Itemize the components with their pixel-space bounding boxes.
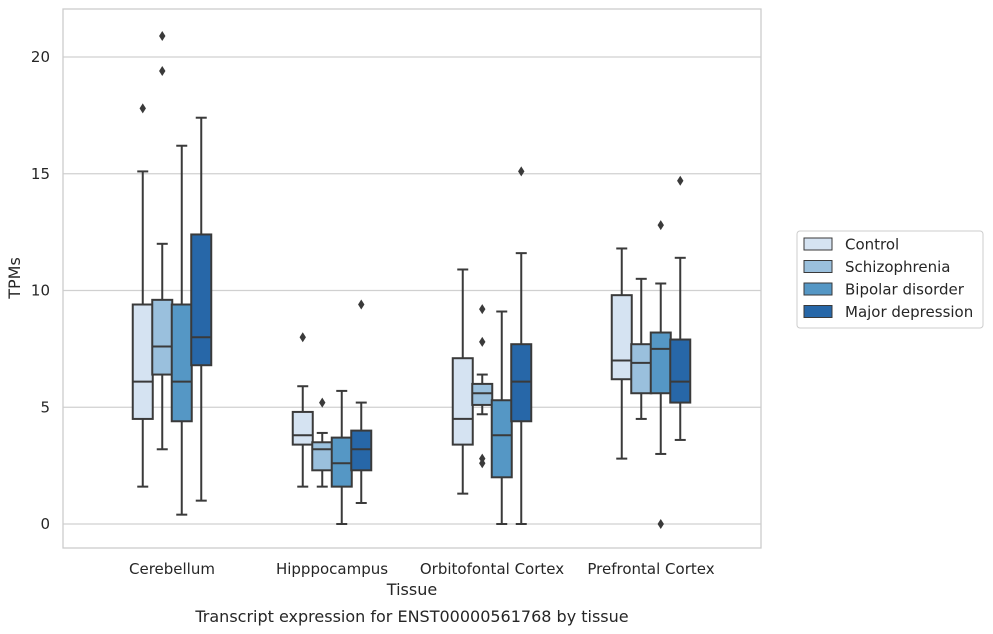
- outlier-point: [299, 332, 306, 343]
- box-control: [451, 268, 474, 495]
- legend-label: Control: [845, 236, 899, 254]
- outlier-point: [479, 458, 486, 469]
- x-tick-label: Cerebellum: [129, 560, 215, 578]
- boxes: [131, 30, 692, 529]
- legend-label: Bipolar disorder: [845, 281, 965, 299]
- outlier-point: [657, 519, 664, 529]
- legend-label: Schizophrenia: [845, 258, 950, 276]
- iqr-box: [471, 382, 494, 406]
- y-tick-label: 10: [31, 282, 50, 300]
- box-schizophrenia: [151, 30, 174, 451]
- outlier-point: [159, 30, 166, 41]
- y-tick-label: 0: [40, 515, 50, 533]
- y-axis-ticks: 0 5 10 15 20: [31, 48, 50, 533]
- outlier-point: [159, 66, 166, 77]
- iqr-box: [170, 303, 193, 423]
- iqr-box: [330, 436, 353, 488]
- iqr-box: [649, 331, 672, 395]
- legend-frame: [796, 230, 984, 329]
- legend: Control Schizophrenia Bipolar disorder Majo…: [796, 230, 984, 329]
- chart-caption: Transcript expression for ENST0000056176…: [194, 607, 628, 626]
- iqr-box: [190, 233, 213, 367]
- outlier-point: [319, 397, 326, 408]
- outlier-point: [657, 220, 664, 231]
- iqr-box: [311, 441, 334, 472]
- outlier-point: [358, 299, 365, 310]
- iqr-box: [291, 410, 314, 446]
- outlier-point: [479, 304, 486, 315]
- box-bipolar-disorder: [330, 389, 353, 525]
- x-axis-title: Tissue: [386, 580, 437, 599]
- y-tick-label: 5: [40, 398, 50, 416]
- plot-frame: [62, 8, 762, 549]
- box-major-depression: [350, 299, 373, 504]
- outlier-point: [518, 166, 525, 177]
- box-control: [610, 247, 633, 460]
- x-tick-label: Hipppocampus: [276, 560, 388, 578]
- box-major-depression: [669, 175, 692, 441]
- y-tick-label: 20: [31, 48, 50, 66]
- x-tick-label: Prefrontal Cortex: [587, 560, 714, 578]
- box-schizophrenia: [471, 304, 494, 469]
- outlier-point: [139, 103, 146, 114]
- outlier-point: [479, 336, 486, 347]
- legend-swatch: [803, 282, 833, 296]
- iqr-box: [451, 357, 474, 446]
- iqr-box: [510, 343, 533, 423]
- x-axis-ticks: Cerebellum Hipppocampus Orbitofontal Corte…: [129, 560, 715, 578]
- box-bipolar-disorder: [170, 144, 193, 516]
- box-bipolar-disorder: [490, 310, 513, 525]
- y-tick-label: 15: [31, 165, 50, 183]
- legend-label: Major depression: [845, 303, 973, 321]
- iqr-box: [490, 399, 513, 479]
- y-axis-title: TPMs: [5, 257, 24, 300]
- legend-swatch: [803, 260, 833, 273]
- box-bipolar-disorder: [649, 220, 672, 529]
- iqr-box: [131, 303, 154, 420]
- outlier-point: [677, 175, 684, 186]
- iqr-box: [669, 338, 692, 404]
- box-schizophrenia: [630, 277, 653, 420]
- legend-swatch: [803, 237, 833, 251]
- box-major-depression: [510, 166, 533, 525]
- box-schizophrenia: [311, 397, 334, 488]
- iqr-box: [610, 294, 633, 381]
- box-control: [291, 332, 314, 488]
- box-control: [131, 103, 154, 488]
- box-major-depression: [190, 116, 213, 502]
- x-tick-label: Orbitofontal Cortex: [420, 560, 564, 578]
- iqr-box: [151, 298, 174, 376]
- iqr-box: [350, 429, 373, 472]
- iqr-box: [630, 343, 653, 395]
- legend-swatch: [803, 305, 833, 318]
